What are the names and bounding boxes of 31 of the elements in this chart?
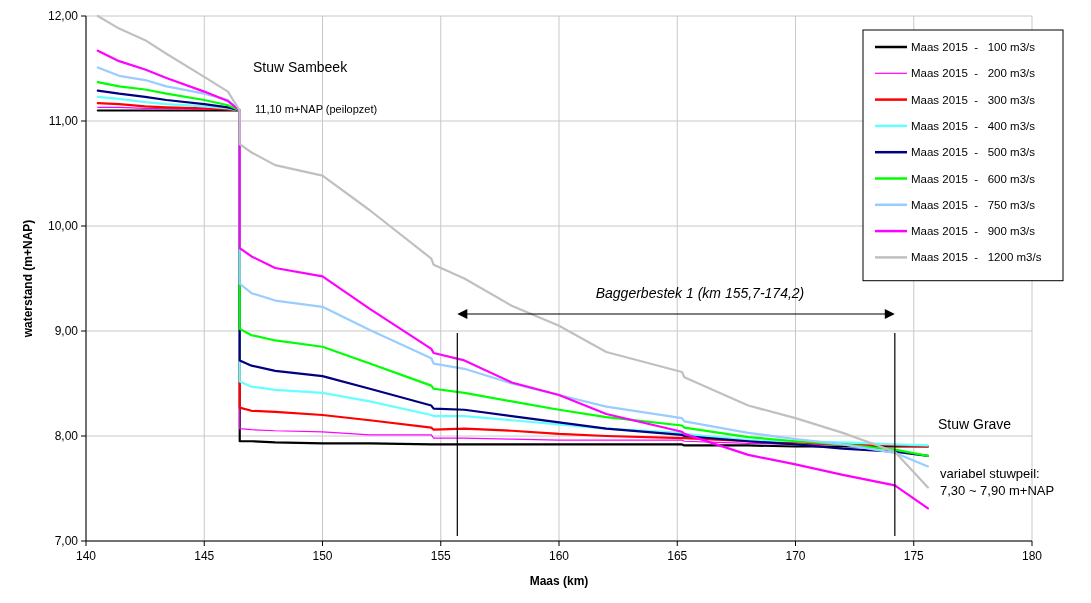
legend-label: Maas 2015 - 900 m3/s xyxy=(911,225,1036,238)
legend-label: Maas 2015 - 100 m3/s xyxy=(911,41,1036,53)
legend-label: Maas 2015 - 1200 m3/s xyxy=(911,251,1042,264)
x-tick-label: 150 xyxy=(312,549,333,563)
y-tick-label: 9,00 xyxy=(54,324,79,338)
legend-label: Maas 2015 - 600 m3/s xyxy=(911,172,1036,185)
x-tick-label: 165 xyxy=(667,549,688,563)
y-axis-title: waterstand (m+NAP) xyxy=(21,219,35,339)
legend-label: Maas 2015 - 500 m3/s xyxy=(911,146,1036,159)
x-tick-label: 160 xyxy=(548,549,570,563)
x-tick-label: 170 xyxy=(785,549,806,563)
legend-label: Maas 2015 - 750 m3/s xyxy=(911,198,1036,211)
x-tick-label: 175 xyxy=(903,549,925,563)
y-tick-label: 11,00 xyxy=(48,114,79,128)
x-tick-label: 140 xyxy=(75,549,97,563)
annotation: Stuw Sambeek xyxy=(253,59,349,75)
x-tick-label: 180 xyxy=(1021,549,1043,563)
x-axis-title: Maas (km) xyxy=(529,574,589,588)
legend-label: Maas 2015 - 200 m3/s xyxy=(911,67,1036,80)
annotation: Stuw Grave xyxy=(938,416,1012,432)
legend-label: Maas 2015 - 400 m3/s xyxy=(911,119,1036,132)
x-tick-label: 145 xyxy=(194,549,215,563)
y-tick-label: 12,00 xyxy=(47,9,79,23)
x-tick-label: 155 xyxy=(430,549,452,563)
y-tick-label: 7,00 xyxy=(54,534,79,548)
annotation: 11,10 m+NAP (peilopzet) xyxy=(255,103,378,115)
annotation: variabel stuwpeil: 7,30 ~ 7,90 m+NAP xyxy=(940,466,1055,498)
legend-label: Maas 2015 - 300 m3/s xyxy=(911,93,1036,106)
y-tick-label: 10,00 xyxy=(47,219,79,233)
y-tick-label: 8,00 xyxy=(54,429,79,443)
annotation: Baggerbestek 1 (km 155,7-174,2) xyxy=(595,285,805,301)
